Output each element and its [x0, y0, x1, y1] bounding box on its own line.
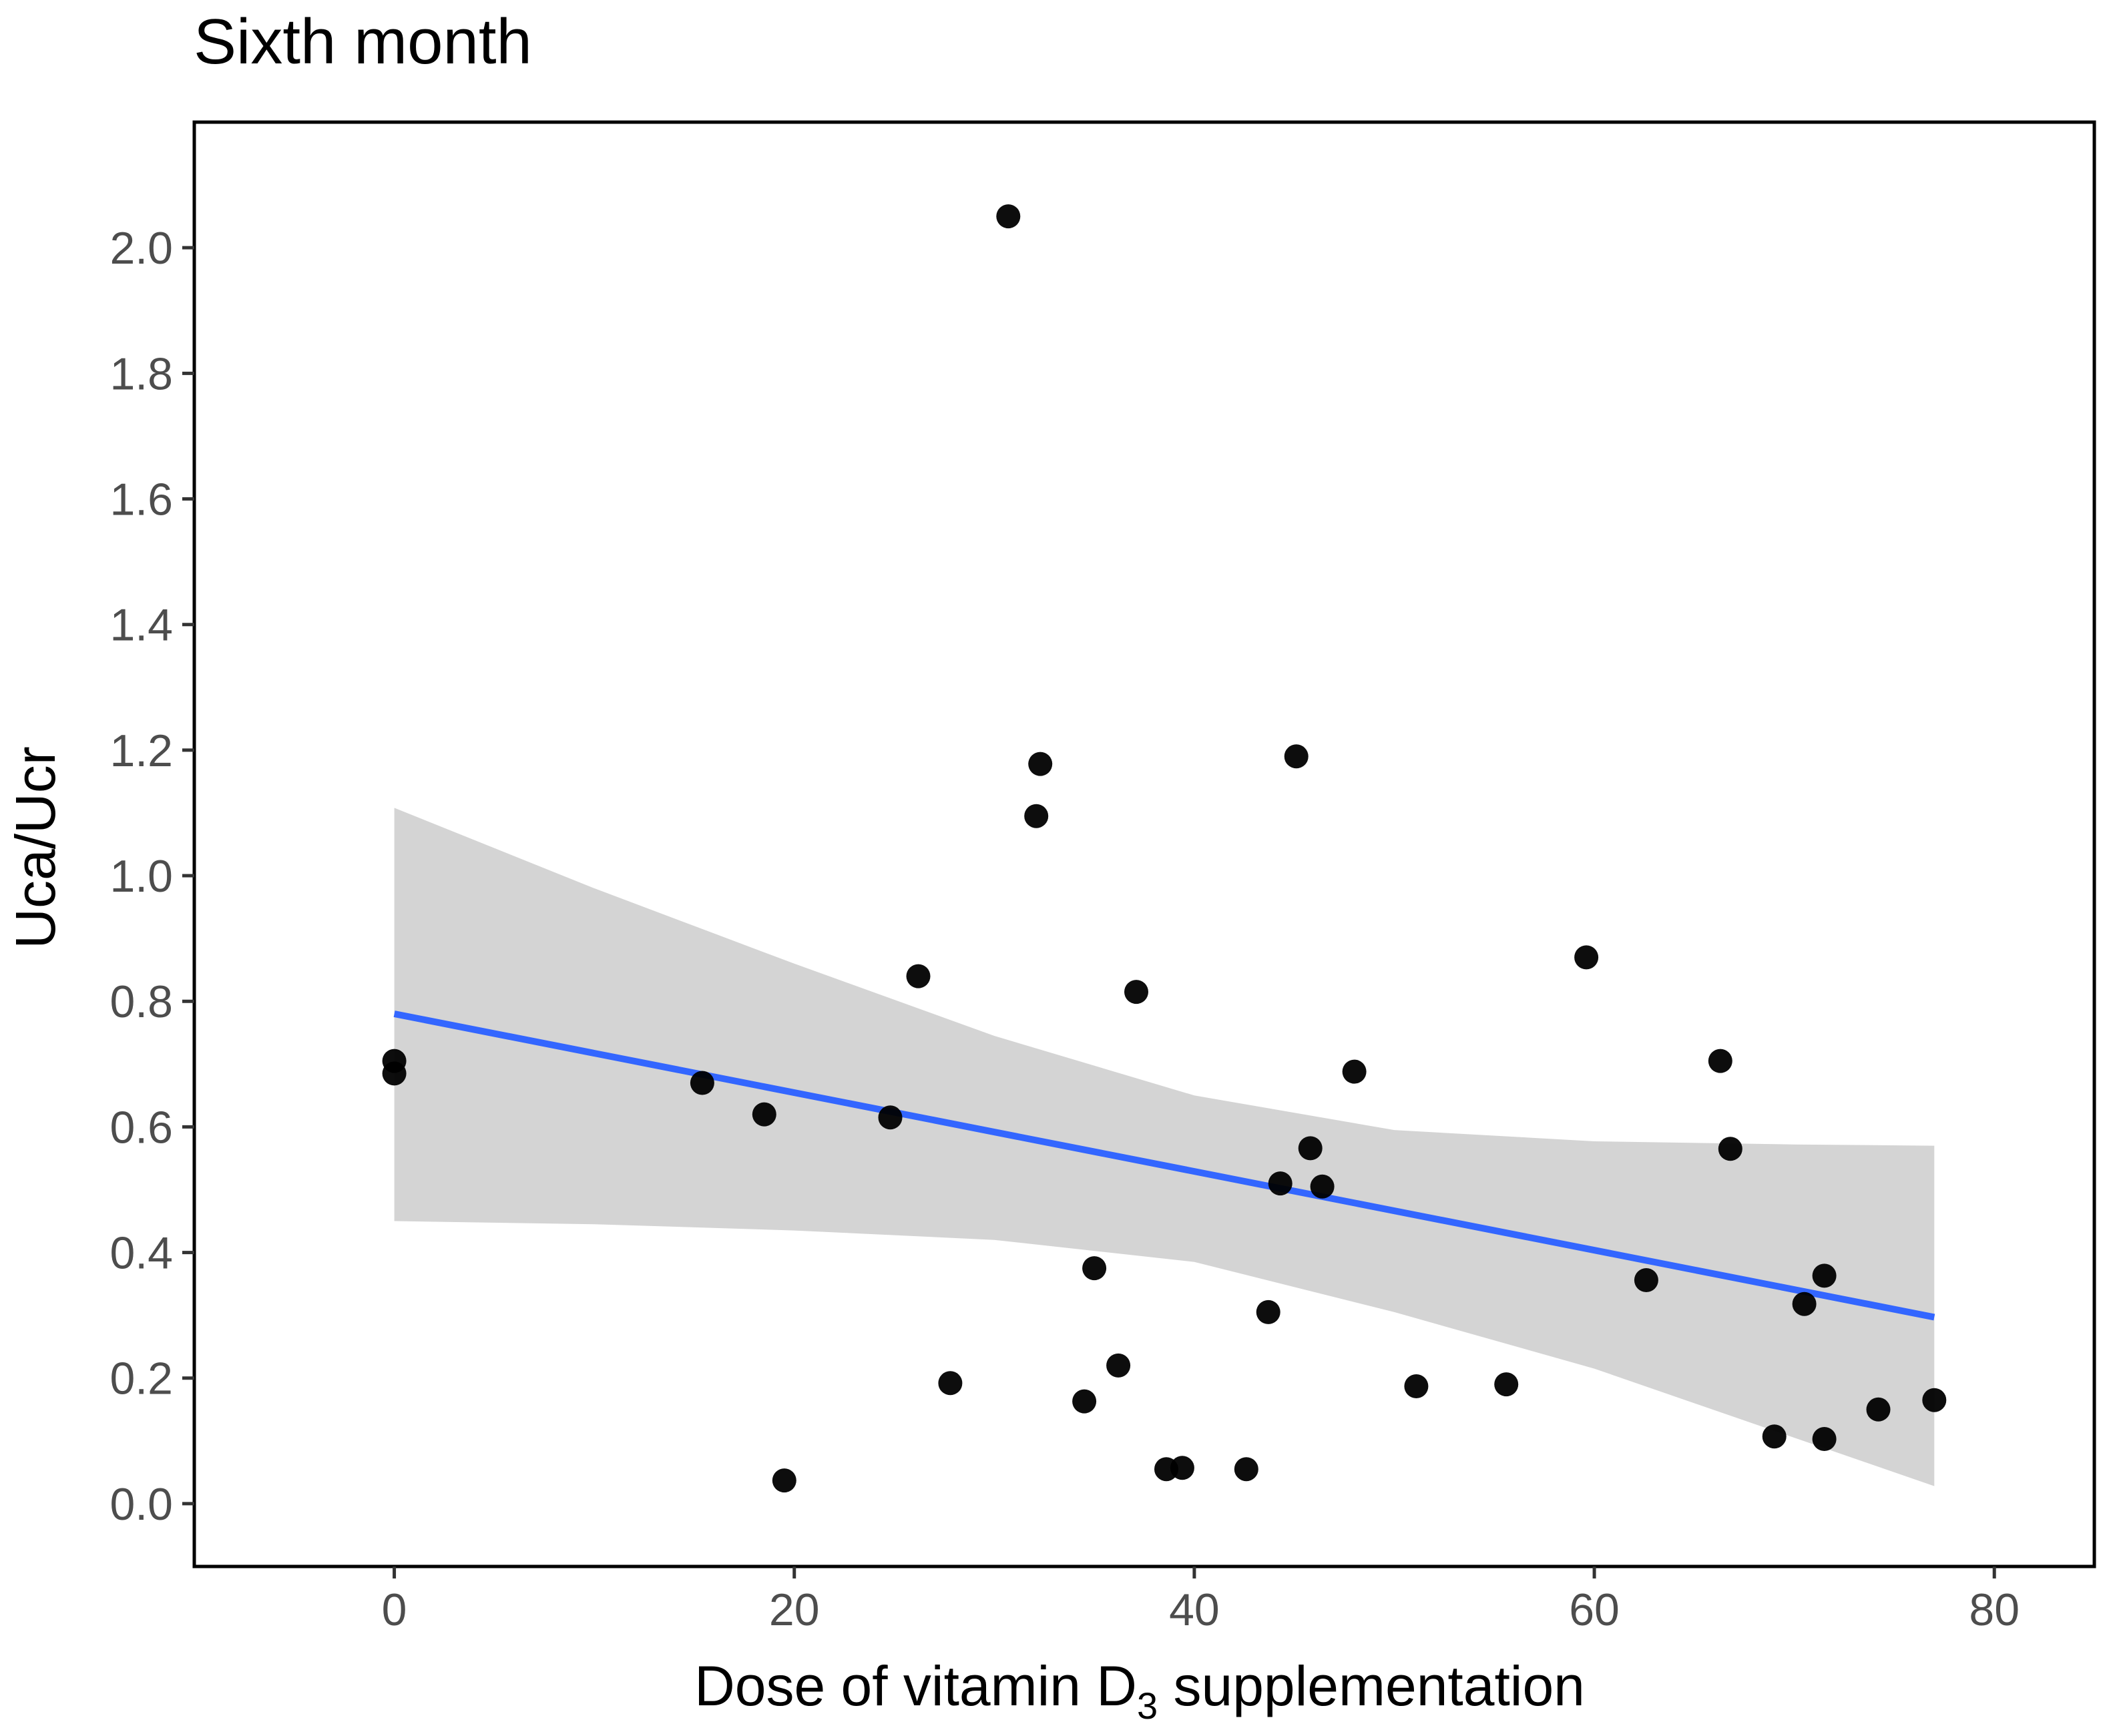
data-point: [1342, 1059, 1367, 1084]
data-point: [1812, 1263, 1837, 1288]
data-point: [690, 1071, 714, 1095]
data-point: [1708, 1049, 1732, 1073]
fit-line-layer: [393, 1010, 1935, 1321]
x-axis-title: Dose of vitamin D3 supplementation: [694, 1655, 1585, 1727]
y-tick-label: 1.2: [109, 726, 173, 776]
points-layer: [382, 204, 1947, 1493]
data-point: [1574, 945, 1599, 970]
data-point: [1762, 1424, 1787, 1449]
x-tick-label: 80: [1969, 1584, 2020, 1635]
y-axis-ticks: 0.0 0.2 0.4 0.6 0.8 1.0 1.2 1.4 1.6 1.8 2.0: [109, 223, 194, 1530]
data-point: [382, 1061, 407, 1086]
data-point: [1310, 1174, 1335, 1199]
plot-panel-border: [192, 120, 2096, 1568]
x-tick-label: 0: [382, 1584, 407, 1635]
x-tick-label: 20: [769, 1584, 820, 1635]
data-point: [996, 204, 1021, 229]
y-axis-title: Uca/Ucr: [4, 746, 67, 948]
data-point: [1792, 1291, 1817, 1316]
data-point: [1124, 980, 1148, 1004]
x-tick-label: 60: [1569, 1584, 1620, 1635]
y-tick-label: 0.2: [109, 1354, 173, 1404]
data-point: [752, 1102, 776, 1127]
data-point: [772, 1468, 796, 1493]
data-point: [1268, 1171, 1293, 1196]
data-point: [1028, 752, 1053, 776]
y-tick-label: 0.8: [109, 976, 173, 1027]
data-point: [1634, 1268, 1658, 1292]
y-tick-label: 0.0: [109, 1479, 173, 1530]
x-axis-ticks: 0 20 40 60 80: [382, 1566, 2020, 1635]
data-point: [1812, 1427, 1837, 1451]
data-point: [878, 1105, 903, 1130]
data-point: [1718, 1137, 1742, 1161]
chart-title: Sixth month: [194, 6, 532, 77]
y-tick-label: 0.6: [109, 1102, 173, 1153]
data-point: [1024, 804, 1049, 828]
data-point: [1284, 744, 1309, 769]
data-point: [1234, 1457, 1258, 1482]
confidence-band: [394, 808, 1935, 1486]
data-point: [1256, 1299, 1280, 1324]
x-axis-title-subscript: 3: [1137, 1685, 1158, 1727]
y-tick-label: 1.4: [109, 600, 173, 651]
data-point: [1494, 1372, 1519, 1397]
data-point: [906, 964, 931, 988]
y-tick-label: 2.0: [109, 223, 173, 274]
y-tick-label: 1.8: [109, 348, 173, 399]
y-tick-label: 0.4: [109, 1228, 173, 1279]
data-point: [1404, 1374, 1429, 1398]
y-tick-label: 1.6: [109, 475, 173, 525]
data-point: [1072, 1389, 1097, 1414]
y-tick-label: 1.0: [109, 851, 173, 902]
data-point: [1170, 1456, 1194, 1480]
x-tick-label: 40: [1169, 1584, 1220, 1635]
data-point: [1106, 1353, 1131, 1378]
data-point: [1082, 1256, 1107, 1281]
data-point: [938, 1371, 963, 1396]
data-point: [1922, 1388, 1947, 1412]
data-point: [1866, 1397, 1891, 1422]
data-point: [1298, 1136, 1323, 1161]
confidence-band-layer: [394, 808, 1935, 1486]
regression-line: [393, 1010, 1935, 1321]
